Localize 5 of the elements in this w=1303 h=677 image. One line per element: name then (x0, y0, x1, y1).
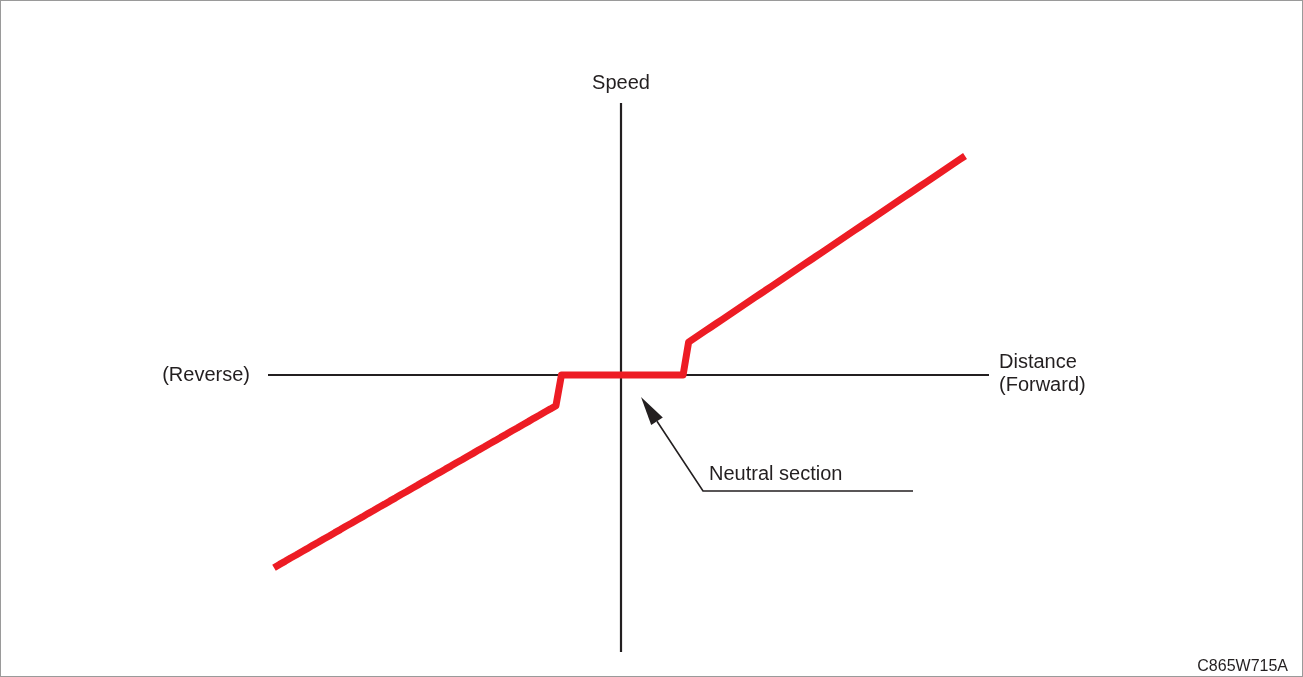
text: C865W715A (1197, 657, 1288, 675)
text: (Reverse) (161, 362, 250, 386)
y-axis-title: Speed (591, 71, 651, 94)
x-axis-title: Distance (Forward) (999, 349, 1087, 396)
annotation: Neutral section (709, 461, 843, 485)
